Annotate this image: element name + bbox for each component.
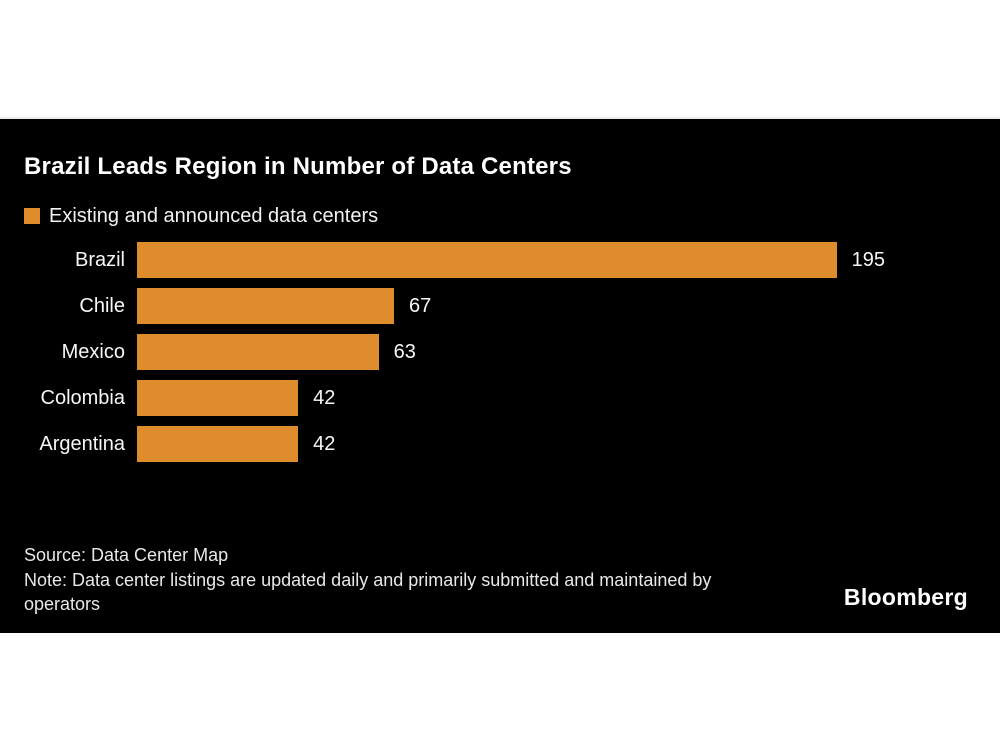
value-label: 67 — [409, 294, 432, 317]
value-label: 195 — [851, 248, 885, 271]
legend-swatch-icon — [24, 208, 40, 224]
category-label: Chile — [79, 294, 125, 317]
bloomberg-logo: Bloomberg — [843, 584, 968, 610]
bar — [137, 426, 299, 462]
bar-row: Colombia 42 — [24, 380, 976, 416]
category-label: Mexico — [61, 340, 125, 363]
category-label: Colombia — [40, 386, 125, 409]
legend: Existing and announced data centers — [24, 206, 976, 226]
bar-rows: Brazil 195 Chile 67 Mexico 63 Colombia 42 Argent… — [24, 242, 976, 462]
footnotes: Source: Data Center Map Note: Data cente… — [24, 543, 784, 617]
bar-track: 42 — [137, 426, 885, 462]
category-label: Brazil — [74, 248, 125, 271]
bar — [137, 334, 379, 370]
bar-row: Brazil 195 — [24, 242, 976, 278]
note-text: Note: Data center listings are updated d… — [24, 569, 712, 615]
bar-row: Argentina 42 — [24, 426, 976, 462]
bar — [137, 242, 837, 278]
chart-title: Brazil Leads Region in Number of Data Ce… — [24, 153, 572, 180]
bar-row: Mexico 63 — [24, 334, 976, 370]
bar — [137, 380, 299, 416]
bar-row: Chile 67 — [24, 288, 976, 324]
bar-track: 67 — [137, 288, 885, 324]
value-label: 42 — [313, 386, 336, 409]
bar-track: 195 — [137, 242, 885, 278]
chart-panel: Brazil Leads Region in Number of Data Ce… — [0, 117, 1000, 633]
value-label: 63 — [393, 340, 416, 363]
bar — [137, 288, 394, 324]
source-text: Source: Data Center Map — [24, 545, 229, 565]
legend-label: Existing and announced data centers — [49, 205, 379, 227]
bar-track: 42 — [137, 380, 885, 416]
value-label: 42 — [313, 432, 336, 455]
bar-track: 63 — [137, 334, 885, 370]
category-label: Argentina — [39, 432, 125, 455]
